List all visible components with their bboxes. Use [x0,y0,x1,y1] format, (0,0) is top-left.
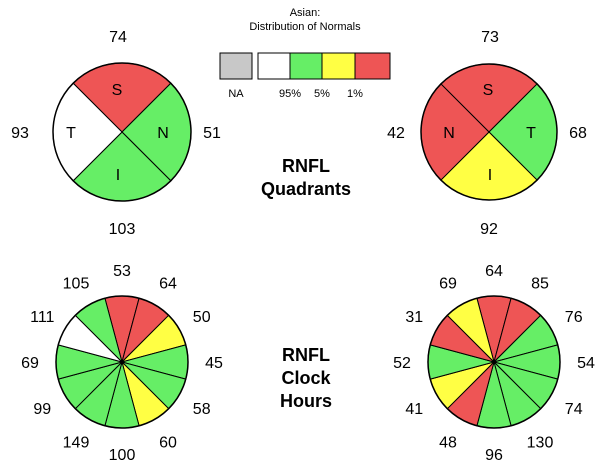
quadrants-title: RNFL Quadrants [261,156,351,199]
clock-left-value-7: 149 [63,435,90,452]
quadrant-right-label-t: T [526,125,536,142]
clock-right-value-1: 85 [531,275,549,292]
clock-right-value-9: 52 [393,355,411,372]
quadrant-left-value-n: 51 [203,125,221,142]
quadrant-right-label-n: N [443,125,455,142]
quadrants-title-line1: RNFL [282,156,330,176]
legend-swatch-na [219,52,253,80]
clock-right-value-10: 31 [405,309,423,326]
clock-title-line2: Clock [281,368,331,388]
quadrant-chart-right: S N T I 73 42 68 92 [387,29,587,238]
clock-left-outline [55,295,189,429]
quadrant-left-label-i: I [116,167,120,184]
quadrant-left-label-n: N [157,125,169,142]
clock-left-value-6: 100 [109,447,136,464]
clock-left-value-8: 99 [33,401,51,418]
clock-right-value-2: 76 [565,309,583,326]
clock-title-line3: Hours [280,391,332,411]
quadrant-right-label-s: S [483,82,494,99]
clock-left-value-4: 58 [193,401,211,418]
legend-title-line1: Asian: [290,7,321,19]
clock-hours-chart-right: 64 85 76 54 74 130 96 48 41 52 31 69 [393,263,595,464]
quadrant-left-value-i: 103 [109,221,136,238]
quadrant-chart-left: S T N I 74 93 51 103 [11,29,221,238]
clock-hours-chart-left: 53 64 50 45 58 60 100 149 99 69 111 105 [21,263,223,464]
clock-right-value-3: 54 [577,355,595,372]
quadrant-left-label-s: S [112,82,123,99]
quadrant-right-label-i: I [488,167,492,184]
clock-title-line1: RNFL [282,345,330,365]
quadrant-left-value-t: 93 [11,125,29,142]
clock-left-value-1: 64 [159,275,177,292]
clock-right-value-4: 74 [565,401,583,418]
quadrant-right-value-n: 42 [387,125,405,142]
clock-right-value-5: 130 [527,435,554,452]
legend-swatch-outside-5 [321,52,356,80]
legend-tick-95: 95% [279,88,301,100]
clock-left-value-2: 50 [193,309,211,326]
clock-right-value-6: 96 [485,447,503,464]
clock-hours-title: RNFL Clock Hours [280,345,332,411]
quadrant-left-outline [52,62,192,202]
quadrant-left-label-t: T [66,125,76,142]
quadrant-right-value-t: 68 [569,125,587,142]
clock-left-value-3: 45 [205,355,223,372]
quadrants-title-line2: Quadrants [261,179,351,199]
clock-right-outline [427,295,561,429]
quadrant-right-outline [420,63,558,201]
clock-left-value-10: 111 [30,309,54,326]
quadrant-right-value-s: 73 [481,29,499,46]
clock-right-value-11: 69 [439,275,457,292]
clock-right-value-8: 41 [405,401,423,418]
clock-left-value-12: 53 [113,263,131,280]
legend: Asian: Distribution of Normals NA 95% 5%… [219,7,391,100]
legend-swatch-borderline [289,52,323,80]
clock-left-value-5: 60 [159,435,177,452]
legend-swatch-outside-1 [354,52,391,80]
legend-title-line2: Distribution of Normals [249,21,361,33]
clock-right-value-7: 48 [439,435,457,452]
clock-left-value-9: 69 [21,355,39,372]
legend-tick-1: 1% [347,88,363,100]
legend-swatch-within-normal [257,52,291,80]
quadrant-left-value-s: 74 [109,29,127,46]
quadrant-right-value-i: 92 [480,221,498,238]
clock-right-value-12: 64 [485,263,503,280]
legend-label-na: NA [228,88,244,100]
legend-tick-5: 5% [314,88,330,100]
clock-left-value-11: 105 [63,275,90,292]
